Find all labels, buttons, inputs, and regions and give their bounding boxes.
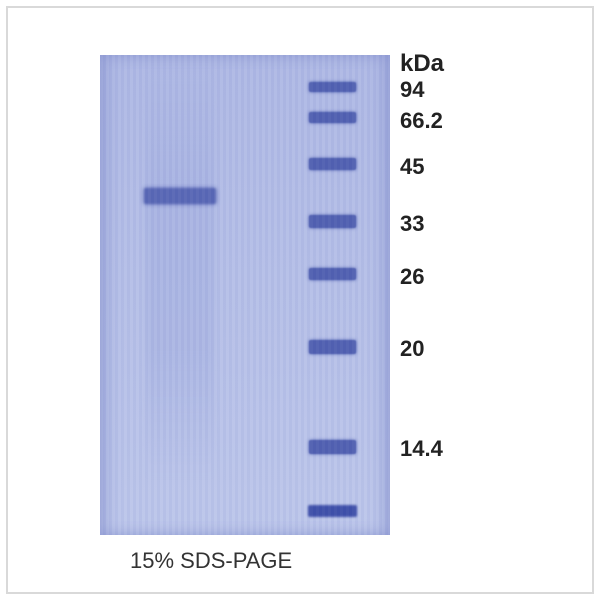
mw-label: 66.2 — [400, 108, 443, 134]
mw-label: 14.4 — [400, 436, 443, 462]
gel-streaks — [100, 55, 390, 535]
unit-label: kDa — [400, 50, 444, 78]
mw-label: 45 — [400, 154, 424, 180]
gel-area — [100, 55, 390, 535]
mw-label: 26 — [400, 264, 424, 290]
gel-caption: 15% SDS-PAGE — [130, 548, 292, 574]
mw-label: 94 — [400, 77, 424, 103]
mw-label: 33 — [400, 211, 424, 237]
mw-label: 20 — [400, 336, 424, 362]
